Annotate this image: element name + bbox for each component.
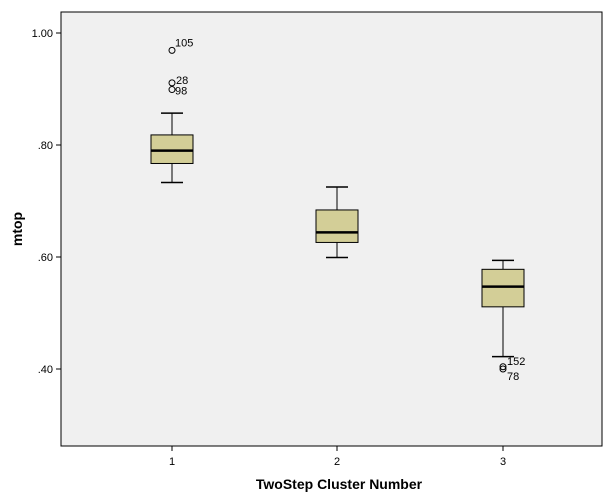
x-axis-title: TwoStep Cluster Number [256, 476, 423, 492]
y-axis-title: mtop [9, 212, 25, 246]
x-tick-label: 2 [334, 456, 340, 468]
iqr-box [481, 268, 525, 308]
y-tick-label: .60 [38, 252, 53, 264]
outlier-label: 28 [176, 75, 188, 87]
box-group-cluster-2 [315, 186, 359, 259]
outlier-label: 98 [175, 86, 187, 98]
iqr-box [315, 209, 359, 243]
iqr-box [150, 134, 194, 164]
y-tick-label: 1.00 [32, 28, 53, 40]
outlier-label: 105 [175, 37, 193, 49]
x-tick-label: 1 [169, 456, 175, 468]
outlier-point [168, 79, 176, 87]
outlier-label: 78 [507, 371, 519, 383]
outlier-point [499, 365, 507, 373]
outlier-point [499, 363, 507, 371]
y-axis-ticks: 1.00 .80 .60 .40 [32, 28, 61, 376]
outlier-point [168, 46, 176, 54]
outlier-label: 152 [507, 356, 525, 368]
y-tick-label: .40 [38, 364, 53, 376]
y-tick-label: .80 [38, 140, 53, 152]
x-axis-ticks: 1 2 3 [169, 446, 506, 468]
x-tick-label: 3 [500, 456, 506, 468]
outlier-point [168, 86, 176, 94]
